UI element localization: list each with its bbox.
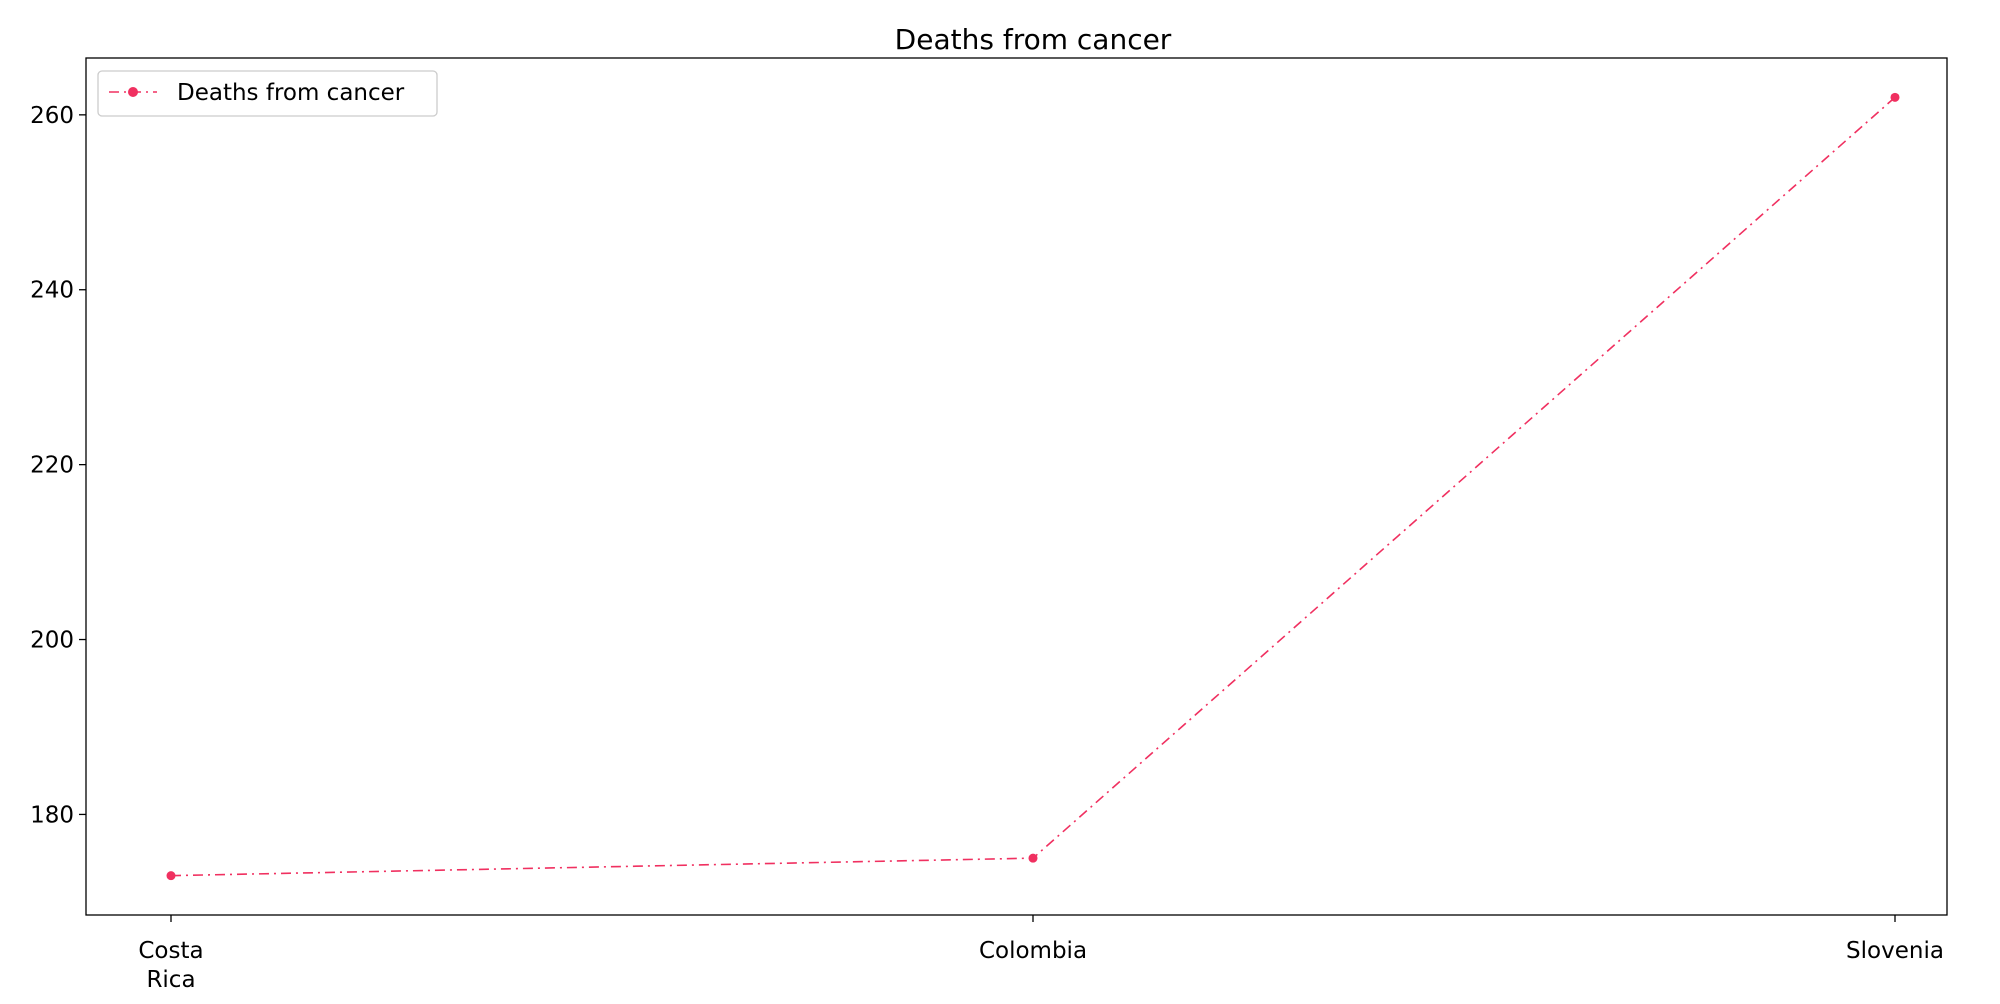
x-tick-label: Slovenia [1846,938,1944,964]
y-axis: 180 200 220 240 260 [30,103,86,828]
x-tick-label: Colombia [979,938,1087,964]
legend-label: Deaths from cancer [177,80,405,106]
legend[interactable]: Deaths from cancer [97,70,438,117]
series-layer [166,92,1900,881]
series-line [170,96,1896,877]
y-tick-label: 220 [30,453,74,479]
plot-area-frame [85,57,1948,916]
y-tick-label: 200 [30,628,74,654]
y-tick-label: 180 [30,802,74,828]
y-tick-label: 240 [30,278,74,304]
data-point[interactable] [1890,92,1900,102]
legend-marker [128,87,138,97]
legend-box [97,70,438,117]
y-tick-label: 260 [30,103,74,129]
x-axis: Costa Rica Colombia Slovenia [138,915,1944,993]
data-point[interactable] [166,871,176,881]
chart-title: Deaths from cancer [895,23,1172,56]
data-point[interactable] [1028,853,1038,863]
x-tick-label: Costa Rica [138,938,203,993]
